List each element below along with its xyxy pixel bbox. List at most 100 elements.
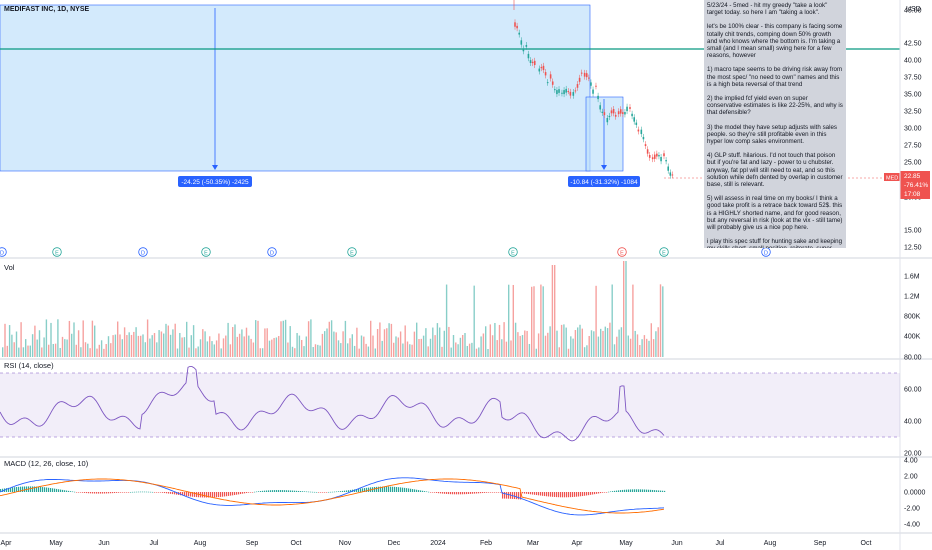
volume-bar <box>586 345 588 357</box>
macd-histogram-bar <box>362 488 364 492</box>
volume-bar <box>648 340 650 357</box>
macd-histogram-bar <box>82 492 84 493</box>
measure-tools[interactable] <box>0 4 624 172</box>
macd-histogram-bar <box>582 492 584 497</box>
macd-histogram-bar <box>114 492 116 494</box>
price-axis[interactable]: 45.00 42.50 40.00 37.50 35.00 32.50 30.00 27.50… <box>904 8 922 252</box>
volume-bar <box>119 334 121 357</box>
macd-histogram-bar <box>62 489 64 492</box>
macd-histogram-bar <box>446 492 448 494</box>
macd-histogram-bar <box>654 490 656 492</box>
candle-body <box>671 174 674 176</box>
measure-box-2[interactable] <box>585 96 624 172</box>
volume-bar <box>441 346 443 357</box>
volume-bar <box>443 330 445 357</box>
macd-histogram-bar <box>166 492 168 494</box>
macd-histogram-bar <box>236 492 238 495</box>
macd-histogram-bar <box>116 492 118 493</box>
candle-body <box>663 153 665 157</box>
candle-body <box>669 172 672 176</box>
macd-histogram-bar <box>598 492 600 494</box>
macd-histogram-bar <box>662 490 664 492</box>
volume-bar <box>312 347 314 357</box>
volume-bar <box>531 286 533 357</box>
macd-histogram-bar <box>578 492 580 497</box>
time-axis-label: Feb <box>480 540 492 547</box>
volume-bar <box>439 327 441 357</box>
macd-histogram-bar <box>94 492 96 494</box>
candle-body <box>561 92 563 94</box>
volume-bar <box>551 265 554 357</box>
macd-histogram-bar <box>74 491 76 493</box>
volume-bar <box>505 341 508 357</box>
macd-histogram-bar <box>630 489 632 492</box>
candle-body <box>569 91 572 96</box>
volume-bar <box>206 341 209 357</box>
candle-body <box>540 66 543 69</box>
macd-histogram-bar <box>40 486 42 492</box>
candle-body <box>665 160 667 162</box>
macd-histogram-bar <box>120 492 122 493</box>
event-marker-letter: E <box>204 251 208 257</box>
candle-body <box>529 60 532 64</box>
time-axis-label: Jul <box>150 540 159 547</box>
volume-bar <box>473 285 475 357</box>
macd-histogram-bar <box>622 489 624 492</box>
macd-histogram-bar <box>560 492 562 498</box>
macd-histogram-bar <box>530 492 532 495</box>
volume-bar <box>151 335 153 357</box>
macd-histogram-bar <box>634 489 636 492</box>
measure-box-1[interactable] <box>0 4 591 172</box>
candle-body <box>629 107 631 109</box>
volume-bar <box>583 347 586 357</box>
volume-bar <box>232 327 234 357</box>
macd-histogram-bar <box>650 489 652 492</box>
note-paragraph: i play this spec stuff for hunting sake … <box>707 238 843 248</box>
price-axis-label: 35.00 <box>904 92 922 99</box>
macd-histogram-bar <box>570 492 572 498</box>
macd-histogram-bar <box>382 486 384 492</box>
time-axis[interactable]: Apr May Jun Jul Aug Sep Oct Nov Dec 2024 Feb Mar Apr… <box>1 540 872 547</box>
macd-histogram-bar <box>202 492 204 498</box>
macd-histogram-bar <box>364 488 366 492</box>
macd-histogram-bar <box>184 492 186 496</box>
time-axis-label: Nov <box>339 540 352 547</box>
macd-histogram-bar <box>18 486 20 492</box>
macd-histogram-bar <box>472 492 474 494</box>
macd-histogram-bar <box>182 492 184 496</box>
volume-bar <box>563 324 565 357</box>
macd-histogram-bar <box>478 492 480 494</box>
macd-histogram-bar <box>154 492 156 493</box>
currency-label: USD <box>906 6 921 13</box>
macd-histogram-bar <box>490 492 492 493</box>
macd-histogram-bar <box>162 492 164 493</box>
macd-histogram-bar <box>164 492 166 494</box>
macd-histogram-bar <box>346 490 348 492</box>
volume-axis-label: 800K <box>904 314 921 321</box>
volume-bar <box>96 348 98 357</box>
macd-histogram-bar <box>386 486 388 492</box>
macd-histogram-bar <box>210 492 212 498</box>
macd-histogram-bar <box>272 490 274 492</box>
volume-bar <box>409 344 411 357</box>
note-paragraph: let's be 100% clear - this company is fa… <box>707 23 843 60</box>
candle-body <box>592 89 594 94</box>
volume-bar <box>91 320 94 357</box>
macd-histogram-bar <box>12 487 14 492</box>
volume-bar <box>135 327 137 357</box>
macd-histogram-bar <box>562 492 564 498</box>
volume-bar <box>521 335 524 357</box>
macd-histogram-bar <box>418 490 420 492</box>
macd-histogram-bar <box>618 490 620 492</box>
macd-histogram-bar <box>104 492 106 494</box>
macd-histogram-bar <box>72 491 74 493</box>
macd-histogram-bar <box>146 491 148 493</box>
macd-histogram-bar <box>314 491 316 493</box>
macd-histogram-bar <box>606 492 608 493</box>
volume-bar <box>625 261 627 357</box>
macd-histogram-bar <box>142 491 144 493</box>
volume-bar <box>192 325 195 357</box>
volume-bar <box>390 323 393 357</box>
